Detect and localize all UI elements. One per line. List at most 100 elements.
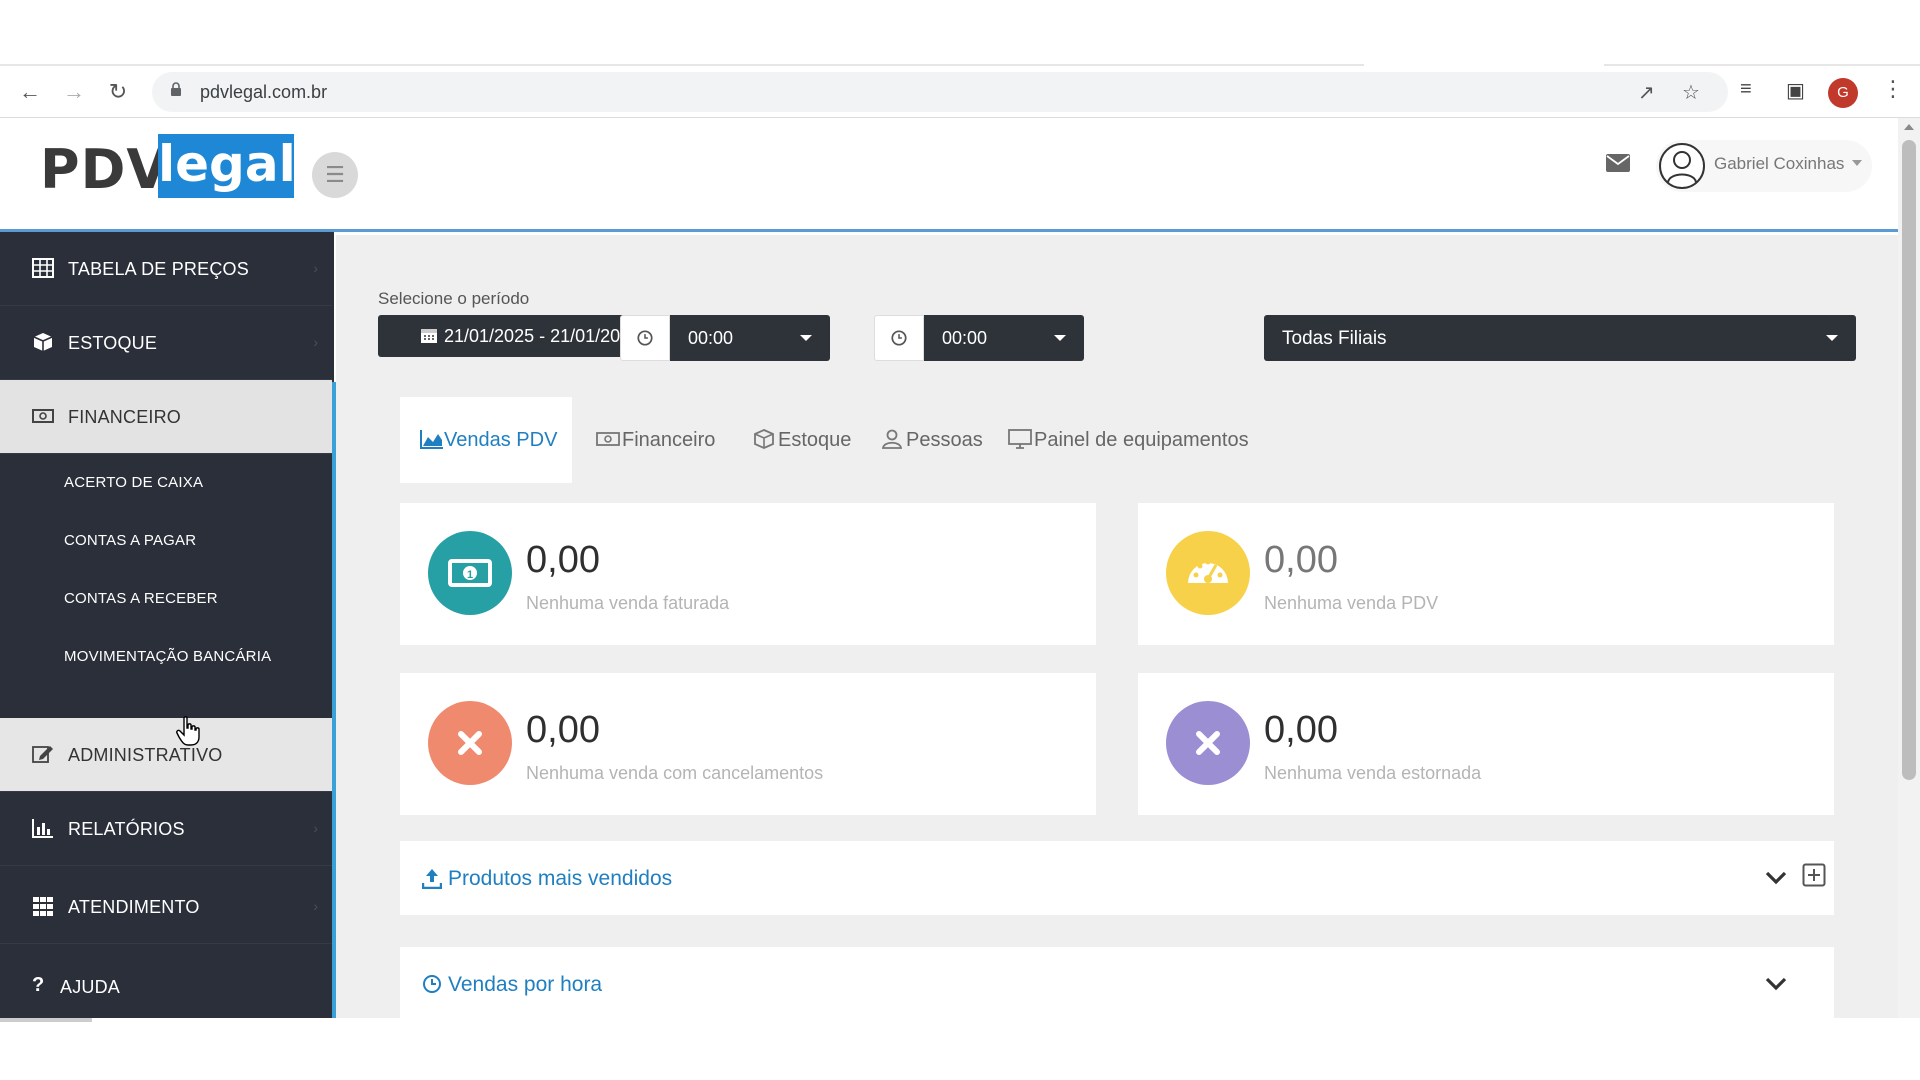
stat-value: 0,00: [526, 539, 600, 581]
calendar-icon: [421, 329, 437, 343]
chevron-right-icon: ›: [313, 260, 318, 276]
back-arrow-icon[interactable]: ←: [19, 79, 41, 104]
sidebar-item-relatorios[interactable]: RELATÓRIOS ›: [0, 792, 332, 866]
sidebar-item-atendimento[interactable]: ATENDIMENTO ›: [0, 870, 332, 944]
cube-icon: [754, 429, 774, 449]
star-icon[interactable]: ☆: [1682, 82, 1700, 104]
browser-toolbar: ← → ↻ pdvlegal.com.br ↗ ☆ ≡ ▣ G ⋮: [0, 66, 1920, 118]
tab-vendas-pdv[interactable]: Vendas PDV: [400, 397, 572, 483]
sidebar-subitem-acerto-de-caixa[interactable]: ACERTO DE CAIXA: [0, 454, 332, 512]
tab-label: Financeiro: [622, 429, 716, 451]
logo-text-pdv: PDV: [40, 138, 170, 201]
svg-text:1: 1: [467, 569, 473, 581]
money-icon: 1: [428, 531, 512, 615]
sidebar-item-ajuda[interactable]: ? AJUDA: [0, 950, 332, 1024]
tab-pessoas[interactable]: Pessoas: [880, 397, 984, 483]
sidebar-item-label: FINANCEIRO: [68, 407, 182, 427]
bar-chart-icon: [32, 819, 53, 838]
chevron-right-icon: ›: [313, 898, 318, 914]
clock-icon: [874, 315, 924, 361]
page-scrollbar[interactable]: [1898, 118, 1920, 1018]
chevron-down-icon: [1852, 160, 1862, 166]
stat-value: 0,00: [526, 709, 600, 751]
app-header: PDV legal ☰ Gabriel Coxinhas: [0, 118, 1898, 232]
panel-produtos-mais-vendidos[interactable]: Produtos mais vendidos: [400, 841, 1834, 915]
stat-value: 0,00: [1264, 709, 1338, 751]
chevron-right-icon: ›: [313, 334, 318, 350]
stat-description: Nenhuma venda PDV: [1264, 593, 1439, 613]
panel-title: Vendas por hora: [448, 973, 603, 996]
time-end-select[interactable]: 00:00: [924, 315, 1084, 361]
sidebar-item-administrativo[interactable]: ADMINISTRATIVO: [0, 718, 332, 792]
tab-estoque[interactable]: Estoque: [752, 397, 856, 483]
clock-icon: [620, 315, 670, 361]
time-start-select[interactable]: 00:00: [670, 315, 830, 361]
menu-toggle-button[interactable]: ☰: [312, 152, 358, 198]
time-end-value: 00:00: [942, 328, 988, 348]
tab-painel-de-equipamentos[interactable]: Painel de equipamentos: [1008, 397, 1254, 483]
user-icon: [881, 429, 903, 449]
tab-label: Painel de equipamentos: [1034, 429, 1249, 451]
sidebar-subitem-movimentacao-bancaria[interactable]: MOVIMENTAÇÃO BANCÁRIA: [0, 628, 332, 686]
branch-value: Todas Filiais: [1282, 328, 1387, 349]
frame-divider: [0, 64, 1364, 66]
table-icon: [32, 258, 54, 278]
profile-avatar[interactable]: G: [1828, 78, 1858, 108]
panel-vendas-por-hora[interactable]: Vendas por hora: [400, 947, 1834, 1021]
more-menu-icon[interactable]: ⋮: [1882, 76, 1904, 101]
scrollbar-thumb[interactable]: [1902, 140, 1916, 780]
tab-financeiro[interactable]: Financeiro: [596, 397, 728, 483]
sidebar-subitem-contas-a-receber[interactable]: CONTAS A RECEBER: [0, 570, 332, 628]
sidebar-subitem-label: CONTAS A RECEBER: [64, 590, 218, 607]
money-icon: [596, 432, 620, 446]
sidebar-item-financeiro[interactable]: FINANCEIRO: [0, 380, 332, 454]
stat-card-vendas-faturadas: 1 0,00 Nenhuma venda faturada: [400, 503, 1096, 645]
sidebar-subitem-label: CONTAS A PAGAR: [64, 532, 197, 549]
sidebar-accent-bar: [332, 382, 336, 1018]
forward-arrow-icon[interactable]: →: [63, 79, 85, 104]
share-icon[interactable]: ↗: [1638, 82, 1655, 104]
time-start-value: 00:00: [688, 328, 734, 348]
chevron-down-icon[interactable]: [1764, 865, 1788, 889]
stat-value: 0,00: [1264, 539, 1338, 581]
question-icon: ?: [32, 974, 45, 996]
period-label: Selecione o período: [378, 289, 530, 308]
edit-icon: [32, 746, 53, 763]
sidebar-subitem-contas-a-pagar[interactable]: CONTAS A PAGAR: [0, 512, 332, 570]
grid-icon: [33, 897, 53, 916]
user-menu[interactable]: Gabriel Coxinhas: [1656, 140, 1872, 192]
expand-plus-icon[interactable]: [1802, 863, 1826, 887]
sidebar-subitem-label: MOVIMENTAÇÃO BANCÁRIA: [64, 648, 272, 665]
stat-card-estornadas: 0,00 Nenhuma venda estornada: [1138, 673, 1834, 815]
stat-description: Nenhuma venda estornada: [1264, 763, 1482, 783]
close-icon: [1166, 701, 1250, 785]
chevron-down-icon[interactable]: [1764, 971, 1788, 995]
sidebar-item-estoque[interactable]: ESTOQUE ›: [0, 306, 332, 380]
sidebar-subitem-label: ACERTO DE CAIXA: [64, 474, 204, 491]
side-panel-icon[interactable]: ▣: [1786, 80, 1805, 102]
scroll-up-icon[interactable]: [1904, 124, 1914, 130]
stat-description: Nenhuma venda com cancelamentos: [526, 763, 824, 783]
tab-label: Estoque: [778, 429, 852, 451]
stat-card-cancelamentos: 0,00 Nenhuma venda com cancelamentos: [400, 673, 1096, 815]
sidebar-item-label: TABELA DE PREÇOS: [68, 259, 249, 279]
reload-icon[interactable]: ↻: [108, 79, 128, 104]
money-icon: [32, 409, 54, 423]
sidebar-item-label: ESTOQUE: [68, 333, 158, 353]
main-content: Selecione o período 21/01/2025 - 21/01/2…: [336, 235, 1898, 1021]
monitor-icon: [1008, 429, 1032, 449]
logo-text-legal: legal: [158, 134, 296, 198]
lock-icon: [171, 82, 181, 96]
date-range-value: 21/01/2025 - 21/01/2025: [444, 326, 641, 346]
sidebar-item-tabela-de-precos[interactable]: TABELA DE PREÇOS ›: [0, 232, 332, 306]
panel-title: Produtos mais vendidos: [448, 867, 673, 890]
url-text: pdvlegal.com.br: [200, 82, 328, 102]
tab-label: Vendas PDV: [444, 429, 558, 451]
user-name: Gabriel Coxinhas: [1714, 154, 1845, 173]
branch-select[interactable]: Todas Filiais: [1264, 315, 1856, 361]
media-queue-icon[interactable]: ≡: [1740, 78, 1752, 100]
sidebar-item-label: ATENDIMENTO: [68, 897, 200, 917]
mail-icon[interactable]: [1606, 154, 1630, 172]
address-bar[interactable]: pdvlegal.com.br ↗ ☆: [152, 72, 1728, 112]
chevron-right-icon: ›: [313, 820, 318, 836]
